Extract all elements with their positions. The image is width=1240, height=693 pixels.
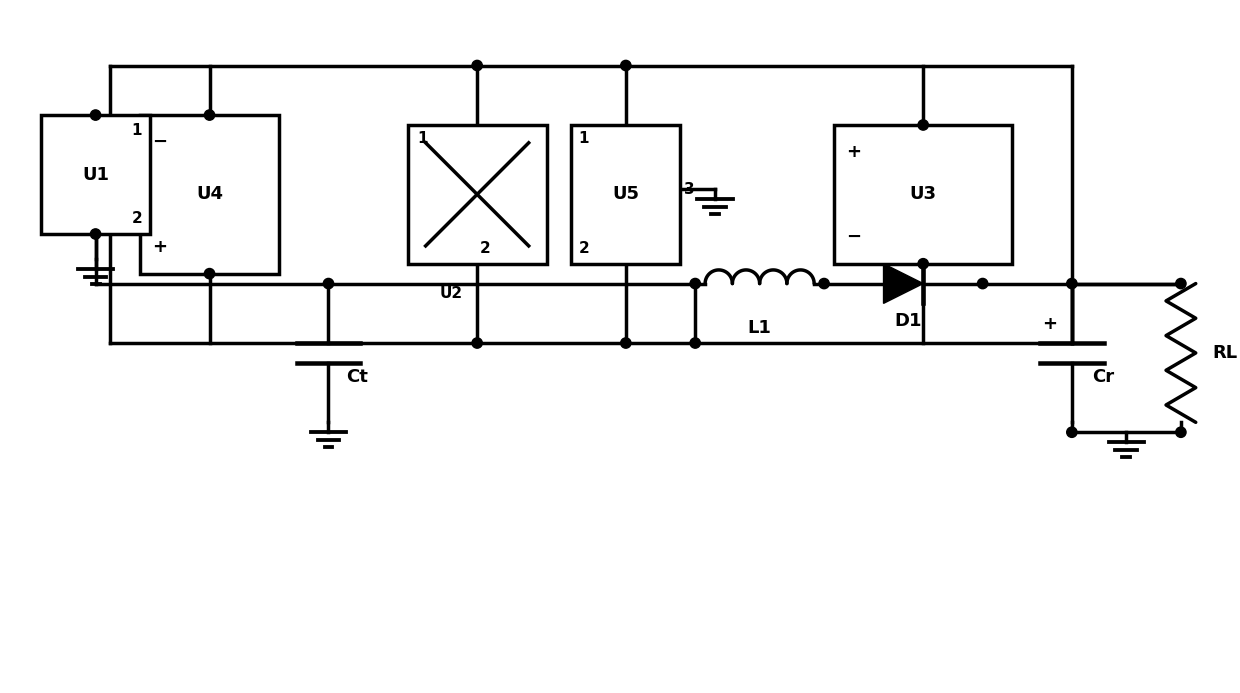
Circle shape	[91, 229, 100, 239]
Text: 1: 1	[578, 131, 589, 146]
Circle shape	[1176, 279, 1185, 289]
Text: 2: 2	[480, 240, 491, 256]
Text: Cr: Cr	[1091, 368, 1114, 386]
Circle shape	[472, 338, 482, 348]
Text: U5: U5	[613, 185, 640, 203]
Text: Ct: Ct	[346, 368, 368, 386]
Bar	[41, 115, 150, 234]
Circle shape	[689, 279, 701, 289]
Bar	[408, 125, 547, 264]
Circle shape	[205, 268, 215, 279]
Text: 2: 2	[578, 240, 589, 256]
Circle shape	[818, 279, 830, 289]
Text: −: −	[153, 133, 167, 151]
Circle shape	[472, 60, 482, 71]
Polygon shape	[884, 264, 924, 304]
Text: 3: 3	[684, 182, 694, 197]
Text: +: +	[846, 143, 861, 161]
Circle shape	[918, 258, 929, 269]
Text: L1: L1	[748, 319, 771, 337]
Text: 1: 1	[131, 123, 143, 138]
Circle shape	[91, 110, 100, 120]
Text: 2: 2	[131, 211, 143, 226]
Text: U3: U3	[910, 185, 936, 203]
Circle shape	[977, 279, 988, 289]
Text: D1: D1	[894, 313, 923, 331]
Circle shape	[205, 110, 215, 120]
Text: 1: 1	[418, 131, 428, 146]
Circle shape	[621, 338, 631, 348]
Circle shape	[918, 120, 929, 130]
Text: +: +	[1042, 315, 1056, 333]
Text: U4: U4	[196, 185, 223, 203]
Text: +: +	[153, 238, 167, 256]
Text: RL: RL	[1213, 344, 1238, 362]
Bar	[572, 125, 681, 264]
Circle shape	[1066, 427, 1078, 437]
Circle shape	[1066, 279, 1078, 289]
Bar	[835, 125, 1012, 264]
Text: −: −	[846, 228, 861, 246]
Circle shape	[1176, 427, 1185, 437]
Text: U1: U1	[82, 166, 109, 184]
Circle shape	[324, 279, 334, 289]
Circle shape	[621, 60, 631, 71]
Text: U2: U2	[439, 286, 463, 301]
Bar	[140, 115, 279, 274]
Circle shape	[689, 338, 701, 348]
